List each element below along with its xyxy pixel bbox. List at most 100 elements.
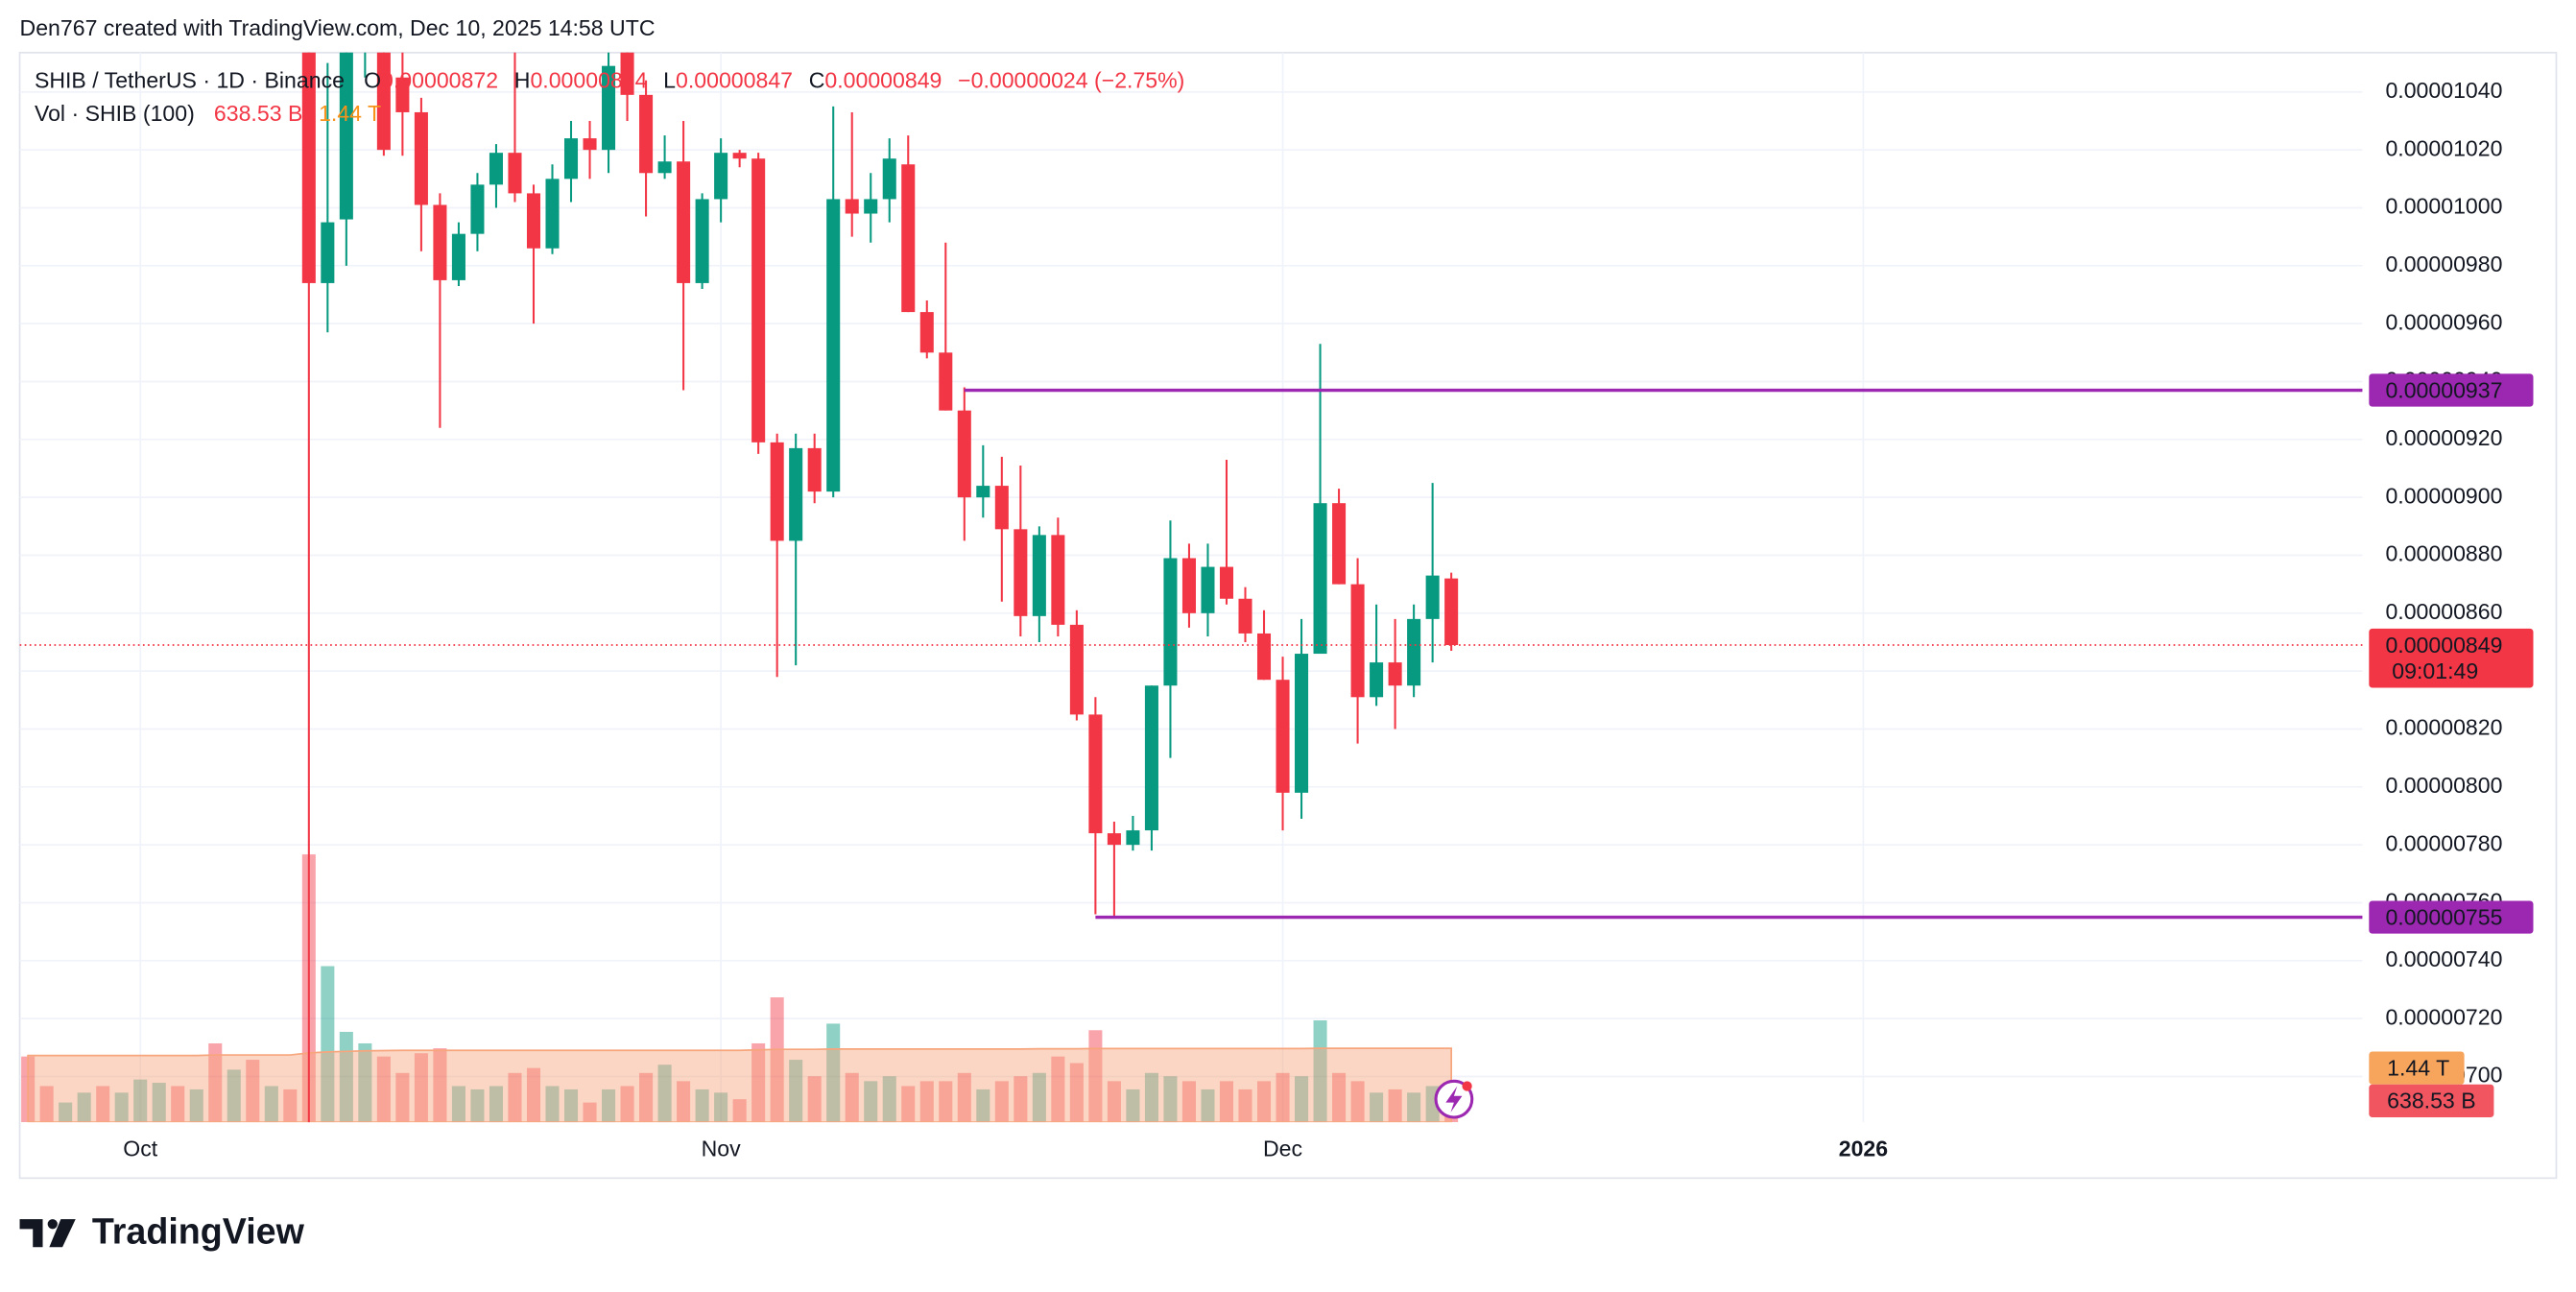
volume-bar: [1201, 1089, 1215, 1123]
volume-ma-tag: [2369, 1051, 2465, 1085]
volume-bar: [114, 1092, 129, 1123]
legend-volume: Vol · SHIB (100) 638.53 B 1.44 T: [35, 101, 381, 126]
volume-bar: [1088, 1030, 1103, 1123]
candle-body: [882, 158, 896, 200]
volume-bar: [1407, 1092, 1421, 1123]
y-tick-label: 0.00000800: [2385, 773, 2502, 798]
price-tag: [2369, 900, 2534, 934]
x-tick-label: Nov: [702, 1136, 742, 1160]
candle-body: [1126, 830, 1140, 846]
candle-body: [939, 352, 953, 411]
candle-body: [1256, 633, 1272, 681]
candle-body: [1051, 535, 1065, 625]
volume-name: Vol · SHIB (100): [35, 101, 195, 126]
o-value: 0.00000872: [381, 68, 498, 93]
candle-body: [1350, 584, 1365, 698]
volume-bar: [133, 1079, 148, 1123]
price-pane: [19, 52, 2363, 1123]
candle-body: [826, 199, 841, 492]
volume-bar: [77, 1092, 91, 1123]
candle-body: [508, 153, 522, 194]
volume-bar: [770, 997, 784, 1123]
volume-bar: [845, 1072, 859, 1123]
volume-pane: [21, 854, 1459, 1123]
brand: TradingView: [92, 1210, 305, 1251]
candle-body: [583, 138, 597, 151]
volume-bar: [321, 966, 335, 1123]
last-price-label: 0.00000849: [2385, 633, 2502, 658]
candle-body: [1201, 566, 1215, 613]
candle-body: [789, 447, 803, 541]
x-tick-label: Dec: [1263, 1136, 1302, 1160]
volume-bar: [189, 1089, 203, 1123]
volume-bar: [807, 1076, 822, 1123]
symbol: SHIB / TetherUS · 1D · Binance: [35, 68, 345, 93]
volume-bar: [470, 1089, 485, 1123]
candle-body: [526, 193, 541, 249]
candle-body: [639, 94, 654, 174]
volume-bar: [789, 1060, 803, 1123]
c-value: 0.00000849: [824, 68, 942, 93]
candle-body: [732, 153, 747, 159]
volume-bar: [339, 1031, 353, 1123]
volume-bar: [433, 1048, 447, 1123]
volume-bar: [376, 1056, 391, 1123]
volume-bar: [1295, 1076, 1309, 1123]
volume-bar: [264, 1086, 278, 1123]
volume-bar: [1107, 1081, 1121, 1123]
volume-tag: [2369, 1084, 2494, 1118]
volume-bar: [489, 1086, 503, 1123]
candle-body: [433, 204, 447, 280]
candle-body: [1219, 566, 1234, 599]
candle-body: [1032, 535, 1046, 616]
candle-body: [1444, 578, 1459, 646]
candle-body: [976, 486, 990, 498]
replay-icon[interactable]: [1434, 1079, 1474, 1119]
volume-bar: [1332, 1072, 1347, 1123]
volume-bar: [583, 1102, 597, 1123]
candle-body: [1332, 503, 1347, 585]
candle-body: [919, 312, 934, 353]
volume-bar: [1370, 1092, 1384, 1123]
candle-body: [489, 153, 503, 185]
candle-body: [1313, 503, 1327, 655]
volume-bar: [1069, 1063, 1084, 1123]
candle-body: [1388, 662, 1402, 686]
candle-body: [994, 486, 1009, 530]
y-tick-label: 0.00000980: [2385, 251, 2502, 276]
change: −0.00000024 (−2.75%): [958, 68, 1184, 93]
candle-body: [414, 111, 428, 205]
candle-body: [545, 179, 560, 249]
volume-bar: [1256, 1081, 1272, 1123]
volume-bar: [414, 1053, 428, 1123]
chart-frame: [18, 51, 2558, 1180]
volume-label: 638.53 B: [2387, 1089, 2475, 1113]
volume-bar: [1388, 1089, 1402, 1123]
volume-bar: [451, 1086, 465, 1123]
volume-bar: [1350, 1081, 1365, 1123]
candle-body: [1238, 598, 1252, 634]
grid: [19, 52, 2363, 1123]
volume-bar: [976, 1089, 990, 1123]
candle-body: [339, 52, 353, 220]
volume-bar: [96, 1086, 110, 1123]
volume-bar: [639, 1072, 654, 1123]
candle-body: [470, 184, 485, 234]
y-tick-label: 0.00001020: [2385, 135, 2502, 160]
y-tick-label: 0.00000920: [2385, 425, 2502, 450]
x-tick-label: 2026: [1839, 1136, 1889, 1160]
candle-body: [770, 442, 784, 541]
candle-body: [714, 153, 728, 200]
price-tag-label: 0.00000937: [2385, 377, 2502, 402]
volume-bar: [751, 1042, 766, 1123]
volume-bar: [901, 1086, 916, 1123]
price-tag-label: 0.00000755: [2385, 904, 2502, 929]
volume-bar: [545, 1086, 560, 1123]
volume-bar: [714, 1092, 728, 1123]
volume-bar: [732, 1099, 747, 1123]
candle-body: [1370, 662, 1384, 698]
volume-bar: [620, 1086, 634, 1123]
y-tick-label: 0.00000780: [2385, 830, 2502, 855]
volume-bar: [508, 1072, 522, 1123]
